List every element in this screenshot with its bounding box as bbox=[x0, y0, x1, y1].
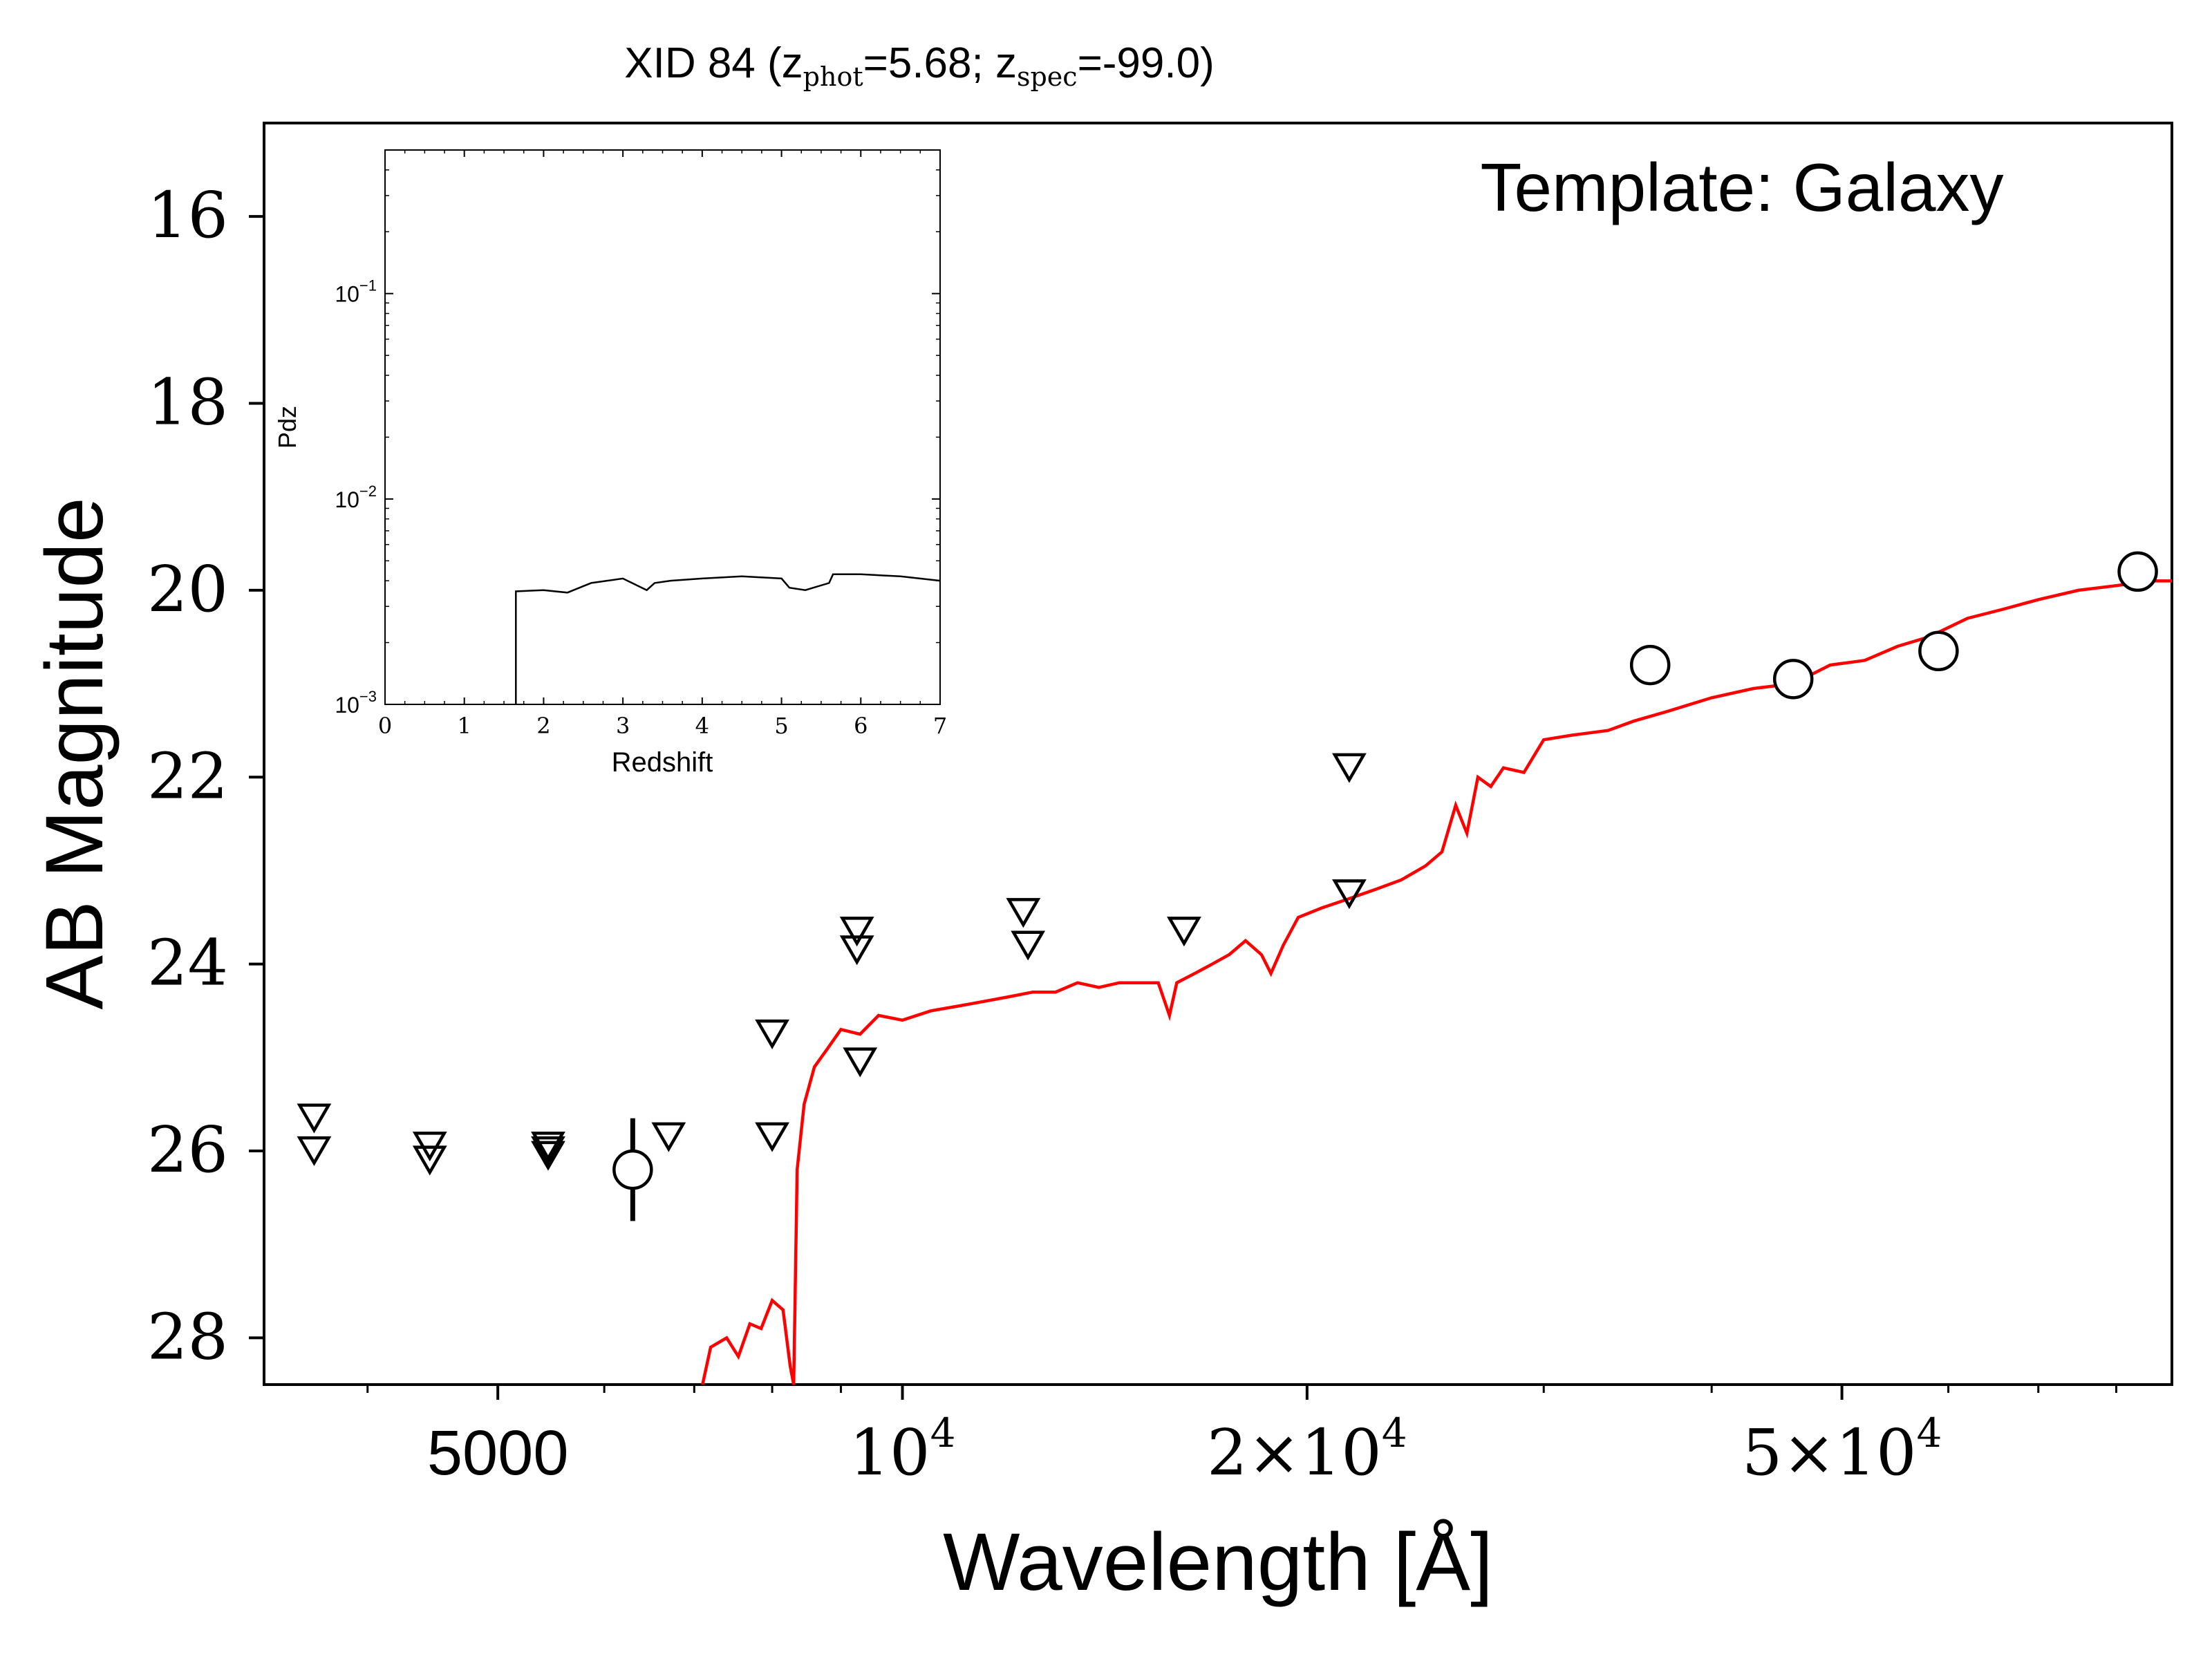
inset-x-tick-label: 2 bbox=[536, 713, 550, 739]
detection-marker bbox=[612, 1149, 653, 1190]
detection-marker bbox=[1918, 630, 1959, 672]
upper-limit-marker bbox=[1006, 898, 1041, 928]
x-tick-label: 104 bbox=[850, 1409, 956, 1490]
inset-x-axis: 0 1 2 3 4 5 6 7 bbox=[378, 150, 947, 739]
upper-limit-marker bbox=[297, 1103, 332, 1134]
upper-limit-marker bbox=[531, 1141, 565, 1171]
y-tick-label: 18 bbox=[147, 366, 228, 440]
upper-limit-marker bbox=[412, 1145, 447, 1176]
model-spectrum bbox=[701, 579, 2172, 1385]
upper-limit-marker bbox=[1332, 879, 1367, 910]
upper-limit-marker bbox=[651, 1122, 686, 1152]
upper-limit-marker bbox=[755, 1019, 789, 1049]
upper-limit-marker bbox=[839, 935, 874, 966]
pdz-line bbox=[515, 573, 941, 704]
y-tick-label: 16 bbox=[147, 178, 228, 252]
y-tick-label: 24 bbox=[147, 926, 228, 1000]
detection-marker bbox=[2117, 551, 2158, 592]
detection-markers bbox=[612, 551, 2158, 1221]
main-plot-frame bbox=[263, 122, 2173, 1386]
y-tick-label: 28 bbox=[147, 1300, 228, 1374]
y-tick-label: 20 bbox=[147, 552, 228, 626]
upper-limit-marker bbox=[1011, 930, 1046, 961]
upper-limit-marker bbox=[297, 1136, 332, 1166]
inset-x-tick-label: 7 bbox=[933, 713, 947, 739]
inset-y-tick-label: 10−1 bbox=[335, 277, 377, 307]
main-x-axis: 5000 104 2×104 5×104 bbox=[366, 1385, 2118, 1490]
upper-limit-marker bbox=[839, 917, 874, 947]
detection-marker bbox=[1772, 659, 1814, 700]
template-annotation: Template: Galaxy bbox=[1480, 149, 2003, 225]
upper-limit-marker bbox=[531, 1136, 565, 1166]
inset-y-axis: 10−1 10−2 10−3 bbox=[335, 149, 940, 718]
chart-title: XID 84 (zphot=5.68; zspec=-99.0) bbox=[624, 39, 1214, 92]
inset-x-label: Redshift bbox=[612, 747, 713, 778]
title-sub-phot: phot bbox=[803, 62, 863, 92]
inset-y-tick-label: 10−2 bbox=[335, 482, 377, 512]
main-y-axis: 16 18 20 22 24 26 28 bbox=[147, 178, 264, 1374]
upper-limit-marker bbox=[531, 1132, 565, 1162]
x-tick-label: 2×104 bbox=[1207, 1409, 1407, 1490]
inset-x-tick-label: 0 bbox=[378, 713, 392, 739]
inset-x-tick-label: 3 bbox=[616, 713, 630, 739]
x-axis-label: Wavelength [Å] bbox=[943, 1517, 1493, 1608]
inset-x-tick-label: 5 bbox=[774, 713, 788, 739]
pdz-curve bbox=[515, 573, 941, 704]
upper-limit-marker bbox=[1167, 917, 1201, 947]
title-sub-spec: spec bbox=[1017, 62, 1078, 92]
inset-x-tick-label: 6 bbox=[854, 713, 868, 739]
upper-limit-marker bbox=[1332, 753, 1367, 783]
inset-x-tick-label: 4 bbox=[695, 713, 709, 739]
y-axis-label: AB Magnitude bbox=[29, 497, 120, 1009]
inset-y-label: Pdz bbox=[273, 406, 301, 449]
title-prefix: XID 84 (z bbox=[624, 39, 803, 87]
y-tick-label: 26 bbox=[147, 1113, 228, 1187]
title-suffix: =-99.0) bbox=[1078, 39, 1215, 87]
upper-limit-marker bbox=[755, 1122, 789, 1152]
inset-y-tick-label: 10−3 bbox=[335, 688, 377, 718]
inset-background bbox=[385, 150, 940, 704]
x-tick-label: 5×104 bbox=[1742, 1409, 1942, 1490]
upper-limit-markers bbox=[297, 753, 1367, 1176]
inset-x-tick-label: 1 bbox=[458, 713, 471, 739]
detection-marker bbox=[1629, 644, 1671, 686]
model-line bbox=[701, 579, 2172, 1385]
upper-limit-marker bbox=[843, 1047, 878, 1078]
title-mid: =5.68; z bbox=[863, 39, 1017, 87]
x-tick-label: 5000 bbox=[427, 1418, 569, 1488]
y-tick-label: 22 bbox=[147, 739, 228, 813]
